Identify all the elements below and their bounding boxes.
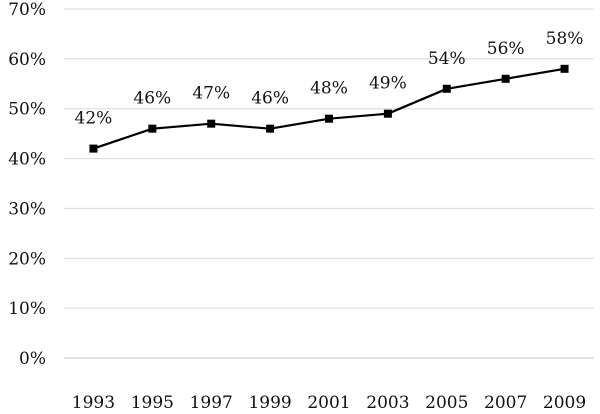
x-tick-label: 1995 [131, 393, 174, 413]
data-label: 54% [428, 49, 466, 69]
data-point-marker [442, 84, 451, 93]
data-label: 46% [133, 89, 171, 109]
data-label: 56% [487, 39, 525, 59]
x-tick-label: 1999 [248, 393, 291, 413]
gridlines [64, 8, 594, 359]
y-tick-label: 20% [8, 249, 46, 269]
data-label: 46% [251, 89, 289, 109]
y-tick-label: 70% [8, 0, 46, 20]
data-point-marker [207, 119, 216, 128]
x-tick-label: 1993 [72, 393, 115, 413]
x-tick-label: 2005 [425, 393, 468, 413]
data-point-marker [501, 74, 510, 83]
data-label: 48% [310, 79, 348, 99]
data-point-marker [89, 144, 98, 153]
data-point-marker [560, 64, 569, 73]
data-label: 47% [192, 84, 230, 104]
data-point-marker [148, 124, 157, 133]
x-tick-label: 2003 [366, 393, 409, 413]
y-tick-label: 40% [8, 150, 46, 170]
x-tick-label: 2009 [543, 393, 586, 413]
y-tick-label: 10% [8, 299, 46, 319]
data-markers [89, 64, 569, 153]
x-tick-label: 2001 [307, 393, 350, 413]
data-point-marker [325, 114, 333, 123]
data-point-marker [266, 124, 275, 133]
y-axis-tick-labels: 0% 10% 20% 30% 40% 50% 60% 70% [8, 0, 46, 369]
data-labels: 42% 46% 47% 46% 48% 49% 54% 56% 58% [75, 29, 584, 129]
x-tick-label: 1997 [190, 393, 233, 413]
data-point-marker [383, 109, 392, 118]
y-tick-label: 0% [19, 349, 46, 369]
data-label: 49% [369, 74, 407, 94]
x-tick-label: 2007 [484, 393, 527, 413]
data-label: 42% [75, 109, 113, 129]
x-axis-tick-labels: 1993 1995 1997 1999 2001 2003 2005 2007 2009 [72, 393, 586, 413]
y-tick-label: 60% [8, 50, 46, 70]
data-label: 58% [546, 29, 584, 49]
y-tick-label: 30% [8, 199, 46, 219]
y-tick-label: 50% [8, 100, 46, 120]
